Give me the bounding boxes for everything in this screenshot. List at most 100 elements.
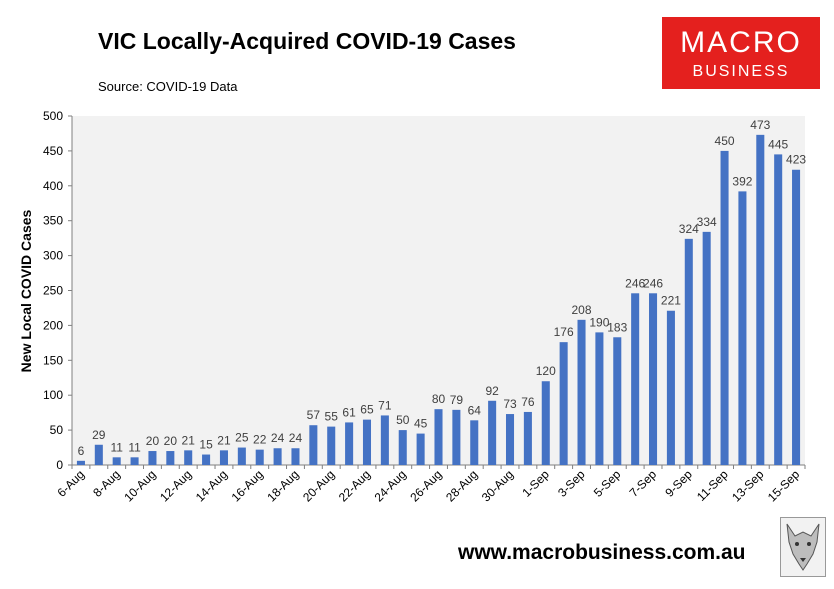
x-tick-label: 24-Aug [372, 467, 409, 504]
y-tick-label: 350 [43, 214, 63, 228]
x-tick-label: 6-Aug [55, 467, 88, 500]
data-label-5-Sep: 183 [607, 320, 627, 334]
x-tick-label: 10-Aug [121, 467, 158, 504]
bar-13-Sep [756, 134, 765, 465]
data-label-7-Sep: 246 [643, 276, 663, 290]
bar-20-Aug [327, 426, 336, 465]
bar-7-Sep [649, 293, 658, 465]
logo-line-2: BUSINESS [692, 63, 790, 80]
data-label-15-Aug: 25 [235, 431, 249, 445]
x-tick-label: 11-Sep [694, 467, 731, 504]
bar-9-Sep [684, 238, 693, 465]
bar-24-Aug [398, 430, 407, 465]
data-label-16-Aug: 22 [253, 433, 267, 447]
data-label-18-Aug: 24 [289, 431, 303, 445]
chart-source: Source: COVID-19 Data [98, 79, 238, 94]
bar-23-Aug [380, 415, 389, 465]
data-label-27-Aug: 79 [450, 393, 464, 407]
chart-title: VIC Locally-Acquired COVID-19 Cases [98, 28, 516, 54]
macro-business-logo[interactable]: MACRO BUSINESS [662, 17, 820, 89]
data-label-23-Aug: 71 [378, 398, 392, 412]
y-tick-label: 400 [43, 179, 63, 193]
x-tick-label: 18-Aug [264, 467, 301, 504]
bar-26-Aug [434, 409, 443, 465]
data-label-11-Aug: 20 [164, 434, 178, 448]
y-tick-label: 100 [43, 388, 63, 402]
bar-27-Aug [452, 409, 461, 465]
data-label-10-Sep: 334 [697, 215, 717, 229]
footer-website-url[interactable]: www.macrobusiness.com.au [458, 541, 746, 564]
bar-16-Aug [255, 449, 264, 465]
data-label-3-Sep: 208 [572, 303, 592, 317]
logo-line-1: MACRO [680, 26, 802, 59]
bar-3-Sep [577, 319, 586, 465]
bar-22-Aug [362, 419, 372, 465]
x-tick-label: 20-Aug [300, 467, 337, 504]
y-tick-label: 450 [43, 144, 63, 158]
data-label-14-Sep: 445 [768, 137, 788, 151]
bar-28-Aug [470, 420, 479, 465]
data-label-14-Aug: 21 [217, 433, 231, 447]
x-tick-label: 8-Aug [90, 467, 123, 500]
bar-30-Aug [505, 414, 515, 465]
data-label-19-Aug: 57 [307, 408, 321, 422]
y-tick-label: 50 [50, 423, 64, 437]
bar-7-Aug [94, 444, 103, 465]
bar-17-Aug [273, 448, 282, 465]
bars [76, 134, 801, 465]
data-label-9-Aug: 11 [128, 440, 141, 454]
data-label-10-Aug: 20 [146, 434, 160, 448]
bar-18-Aug [291, 448, 300, 465]
y-tick-label: 200 [43, 318, 63, 332]
x-tick-label: 22-Aug [336, 467, 373, 504]
data-label-6-Sep: 246 [625, 276, 645, 290]
plot-area [72, 116, 805, 465]
data-label-13-Aug: 15 [199, 438, 213, 452]
bar-11-Aug [166, 451, 175, 465]
bar-4-Sep [595, 332, 604, 465]
x-tick-label: 5-Sep [591, 467, 624, 500]
data-label-12-Sep: 392 [732, 174, 752, 188]
data-label-1-Sep: 120 [536, 364, 556, 378]
data-label-6-Aug: 6 [78, 444, 85, 458]
data-label-25-Aug: 45 [414, 417, 428, 431]
x-tick-label: 16-Aug [229, 467, 266, 504]
data-label-21-Aug: 61 [342, 405, 356, 419]
data-label-8-Aug: 11 [110, 440, 123, 454]
x-tick-label: 9-Sep [662, 467, 695, 500]
bar-14-Aug [219, 450, 228, 465]
bar-10-Sep [702, 231, 711, 465]
bar-15-Aug [237, 447, 246, 465]
y-tick-label: 250 [43, 284, 63, 298]
y-tick-label: 300 [43, 249, 63, 263]
bar-1-Sep [541, 381, 550, 465]
data-label-4-Sep: 190 [589, 315, 609, 329]
y-tick-label: 500 [43, 109, 63, 123]
bar-10-Aug [148, 451, 157, 465]
bar-11-Sep [720, 150, 729, 465]
bar-8-Sep [666, 310, 675, 465]
data-label-11-Sep: 450 [715, 134, 735, 148]
data-label-31-Aug: 76 [521, 395, 535, 409]
data-label-20-Aug: 55 [325, 410, 339, 424]
x-tick-label: 1-Sep [519, 467, 552, 500]
bar-14-Sep [774, 154, 783, 465]
data-label-15-Sep: 423 [786, 153, 806, 167]
y-axis: 0 50 100 150 200 250 300 350 400 450 500 [43, 109, 73, 472]
bar-6-Sep [631, 293, 640, 465]
data-label-8-Sep: 221 [661, 294, 681, 308]
wolf-logo-icon [780, 517, 826, 577]
x-tick-label: 12-Aug [157, 467, 194, 504]
bar-21-Aug [345, 422, 354, 465]
data-label-26-Aug: 80 [432, 392, 446, 406]
bar-25-Aug [416, 433, 425, 465]
x-tick-label: 15-Sep [765, 467, 802, 504]
x-tick-label: 28-Aug [443, 467, 480, 504]
y-tick-label: 150 [43, 353, 63, 367]
x-tick-label: 14-Aug [193, 467, 230, 504]
x-tick-label: 30-Aug [479, 467, 516, 504]
bar-31-Aug [523, 411, 532, 465]
bar-6-Aug [76, 460, 85, 465]
